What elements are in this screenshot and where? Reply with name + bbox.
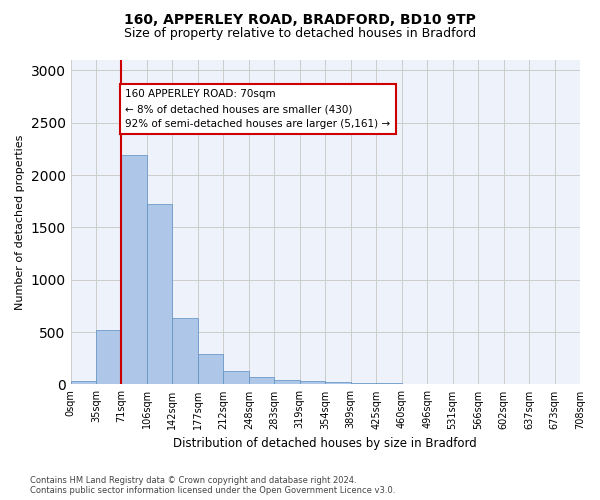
Bar <box>147 204 172 384</box>
Text: 160 APPERLEY ROAD: 70sqm
← 8% of detached houses are smaller (430)
92% of semi-d: 160 APPERLEY ROAD: 70sqm ← 8% of detache… <box>125 90 391 129</box>
Text: Contains HM Land Registry data © Crown copyright and database right 2024.
Contai: Contains HM Land Registry data © Crown c… <box>30 476 395 495</box>
Bar <box>325 382 351 384</box>
Text: 160, APPERLEY ROAD, BRADFORD, BD10 9TP: 160, APPERLEY ROAD, BRADFORD, BD10 9TP <box>124 12 476 26</box>
X-axis label: Distribution of detached houses by size in Bradford: Distribution of detached houses by size … <box>173 437 477 450</box>
Bar <box>300 381 325 384</box>
Bar <box>223 371 249 384</box>
Bar <box>71 382 96 384</box>
Bar <box>121 155 147 384</box>
Bar <box>96 330 121 384</box>
Bar <box>274 380 300 384</box>
Y-axis label: Number of detached properties: Number of detached properties <box>15 134 25 310</box>
Bar <box>198 354 223 384</box>
Text: Size of property relative to detached houses in Bradford: Size of property relative to detached ho… <box>124 28 476 40</box>
Bar <box>249 376 274 384</box>
Bar <box>172 318 198 384</box>
